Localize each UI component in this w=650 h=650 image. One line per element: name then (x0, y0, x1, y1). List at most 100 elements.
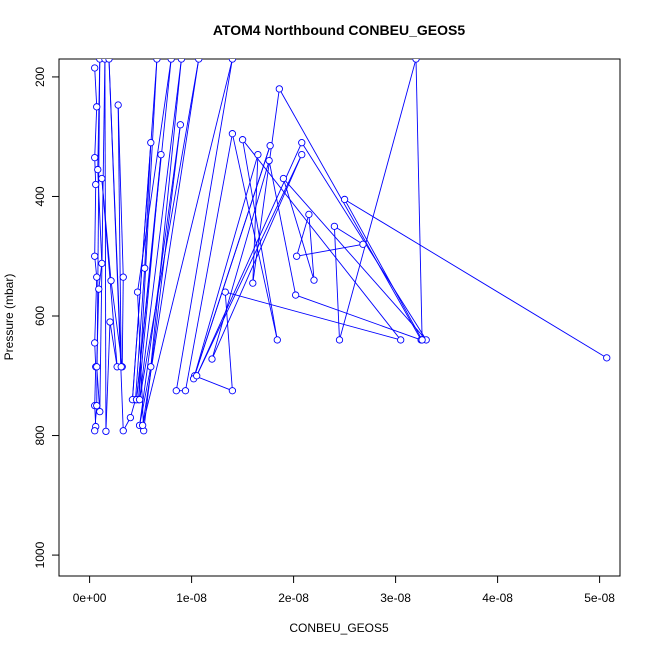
data-point (117, 363, 125, 371)
x-tick-label: 1e-08 (176, 591, 207, 605)
data-point (335, 336, 344, 344)
data-point (172, 387, 180, 395)
series-line-segment (137, 59, 172, 293)
data-point (298, 150, 306, 159)
data-point (167, 59, 175, 63)
x-tick-label: 5e-08 (584, 591, 615, 605)
series-line-segment (150, 59, 182, 367)
plot-frame (58, 58, 621, 577)
series-line-segment (97, 59, 101, 170)
data-point (93, 273, 101, 281)
series-line-segment (94, 366, 97, 406)
data-point (91, 153, 99, 162)
series-line-segment (94, 342, 97, 367)
data-point (291, 291, 300, 299)
data-point (293, 252, 301, 260)
data-point (147, 363, 155, 371)
series-line-segment (242, 139, 278, 340)
series-line-segment (242, 139, 402, 341)
series-line-segment (121, 277, 124, 367)
series-line-segment (99, 59, 106, 412)
series-line-segment (135, 268, 146, 400)
data-point (412, 59, 420, 63)
series-line-segment (94, 184, 97, 257)
series-line-segment (196, 154, 303, 376)
series-line-segment (268, 160, 297, 296)
data-point (221, 288, 229, 296)
data-point (91, 427, 99, 435)
data-point (298, 139, 306, 147)
series-line-segment (211, 160, 270, 360)
data-point (177, 59, 186, 63)
series-line-segment (131, 59, 158, 400)
data-point (119, 273, 127, 281)
data-point (228, 130, 237, 138)
data-point (135, 396, 144, 404)
x-tick-label: 0e+00 (73, 591, 107, 605)
data-point (102, 427, 110, 436)
data-point (98, 174, 106, 183)
data-point (91, 64, 99, 72)
data-point (105, 59, 113, 63)
data-point (96, 407, 104, 416)
series-line-segment (278, 88, 422, 341)
series-line-segment (96, 289, 100, 367)
y-tick-label: 600 (33, 306, 47, 326)
series-line-segment (105, 321, 111, 432)
data-point (107, 277, 115, 285)
series-line-segment (139, 366, 152, 426)
data-point (147, 139, 155, 147)
series-line-segment (136, 59, 172, 400)
series-line-segment (104, 59, 107, 432)
series-line-segment (225, 291, 401, 341)
data-point (249, 279, 257, 287)
data-point (106, 318, 114, 326)
x-axis-label: CONBEU_GEOS5 (289, 621, 389, 635)
data-point (114, 101, 122, 109)
y-tick-label: 1000 (33, 541, 47, 568)
series-line-segment (117, 105, 124, 278)
data-point (330, 222, 339, 231)
plot-area (91, 59, 611, 436)
series-line-segment (252, 154, 259, 284)
data-point (138, 421, 147, 430)
series-line-segment (296, 243, 364, 257)
series-line-segment (415, 59, 423, 340)
series-line-segment (101, 178, 112, 281)
data-point (265, 156, 273, 165)
series-line-segment (339, 59, 417, 341)
data-point (98, 259, 106, 268)
data-point (92, 180, 100, 189)
data-point (340, 195, 349, 204)
series-line-segment (139, 59, 182, 400)
y-axis: 200 400 600 800 1000 (33, 67, 59, 568)
data-point (93, 363, 101, 371)
series-line-segment (94, 106, 98, 158)
data-point (93, 103, 101, 111)
data-point (275, 85, 283, 93)
series-line-segment (333, 226, 340, 340)
data-point (193, 372, 201, 380)
data-point (176, 121, 185, 129)
data-point (141, 264, 149, 272)
series-line-segment (109, 321, 118, 367)
y-axis-label: Pressure (mbar) (2, 274, 16, 361)
data-point (228, 59, 237, 63)
data-point (603, 354, 611, 362)
data-point (418, 336, 426, 344)
series-line-segment (117, 105, 122, 367)
series-line-segment (224, 292, 233, 391)
series-line-segment (142, 59, 233, 426)
series-line-segment (296, 214, 310, 257)
series-line-segment (193, 145, 271, 379)
series-line-segment (282, 178, 315, 281)
data-point (238, 136, 247, 144)
data-point (279, 174, 288, 183)
series-line-segment (138, 59, 158, 400)
data-point (119, 427, 127, 435)
data-point (133, 288, 142, 296)
data-point (305, 210, 313, 219)
series-line-segment (334, 225, 364, 245)
data-point (153, 59, 161, 63)
